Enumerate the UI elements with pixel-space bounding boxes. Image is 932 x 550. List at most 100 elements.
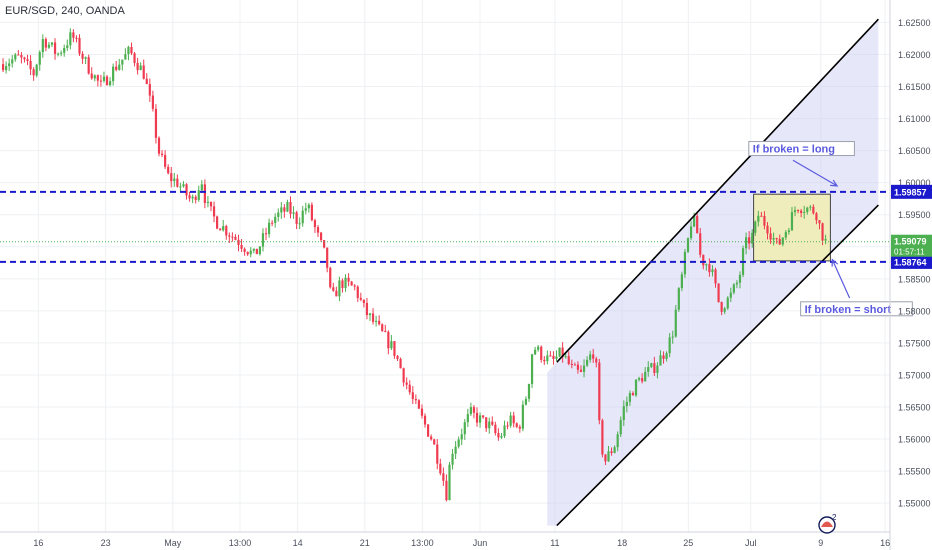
candle-body: [604, 454, 607, 462]
candle-body: [793, 210, 797, 213]
candle-body: [8, 63, 11, 67]
candle-body: [225, 226, 228, 236]
candle-body: [133, 53, 136, 63]
candle-body: [527, 384, 531, 399]
candle-body: [537, 346, 540, 350]
grid: [0, 0, 890, 532]
drawings: [0, 18, 890, 527]
candle-body: [702, 254, 705, 266]
candle-body: [142, 65, 145, 79]
candle-body: [371, 313, 375, 322]
candle-body: [197, 190, 200, 200]
candle-body: [69, 32, 72, 46]
x-tick-label: 11: [550, 538, 559, 548]
candle-body: [607, 451, 610, 462]
candle-body: [384, 331, 387, 333]
candle-body: [350, 281, 353, 286]
candle-body: [289, 201, 292, 214]
candle-body: [524, 398, 528, 405]
candle-body: [714, 269, 717, 284]
candle-body: [267, 222, 271, 234]
candle-body: [521, 404, 524, 429]
level-tag-label: 1.59857: [894, 187, 927, 197]
candle-body: [662, 355, 665, 359]
candle-body: [182, 184, 185, 187]
channel-lower-line: [556, 204, 879, 527]
candle-body: [625, 401, 628, 407]
candle-body: [191, 196, 194, 199]
candle-body: [81, 53, 84, 59]
candle-body: [674, 309, 677, 337]
candle-body: [576, 364, 580, 370]
candle-body: [157, 137, 161, 154]
arrow-head-icon: [831, 258, 839, 267]
candle-body: [405, 382, 408, 385]
x-tick-label: 9: [818, 538, 823, 548]
y-tick-label: 1.57500: [898, 338, 931, 348]
candle-body: [356, 286, 359, 298]
candle-body: [778, 239, 781, 245]
candle-body: [323, 240, 326, 248]
candle-body: [436, 444, 439, 464]
candle-body: [748, 237, 751, 244]
candle-body: [668, 337, 671, 354]
candle-body: [307, 204, 310, 209]
candle-body: [689, 226, 693, 239]
candle-body: [38, 52, 41, 65]
y-tick-label: 1.58000: [898, 306, 931, 316]
candle-body: [631, 393, 635, 396]
annotations: If broken = long If broken = short: [748, 141, 913, 317]
candle-body: [29, 60, 32, 70]
arrow-line: [831, 259, 851, 299]
candle-body: [329, 267, 332, 288]
candle-body: [261, 233, 265, 247]
candle-body: [222, 226, 225, 231]
candle-body: [295, 212, 298, 224]
candle-body: [754, 221, 757, 233]
candle-body: [482, 415, 485, 418]
candle-body: [313, 220, 317, 228]
candle-body: [105, 76, 109, 86]
candle-body: [17, 54, 20, 56]
candle-body: [451, 453, 454, 465]
candle-body: [203, 184, 206, 203]
candle-body: [402, 368, 405, 383]
candle-body: [368, 313, 372, 316]
candle-body: [145, 78, 148, 85]
candle-body: [570, 363, 573, 365]
candle-body: [121, 59, 124, 65]
x-tick-label: 18: [617, 538, 627, 548]
candle-body: [665, 353, 668, 359]
candle-body: [546, 355, 549, 362]
candle-body: [790, 212, 794, 231]
y-tick-label: 1.62500: [898, 18, 931, 28]
candle-body: [212, 206, 216, 217]
candle-body: [445, 480, 448, 501]
candle-body: [417, 400, 421, 409]
candle-body: [650, 363, 653, 368]
candle-body: [209, 201, 213, 207]
logo-badge: 2: [832, 513, 837, 522]
candle-body: [170, 173, 173, 182]
level-tag-label: 1.58764: [894, 257, 927, 267]
candle-body: [491, 421, 494, 425]
candle-body: [641, 378, 644, 382]
candle-body: [769, 233, 772, 240]
candle-body: [561, 347, 564, 357]
candle-body: [362, 299, 365, 303]
candle-body: [176, 178, 179, 187]
candle-body: [439, 463, 442, 474]
candle-body: [579, 369, 583, 372]
y-tick-label: 1.59500: [898, 210, 931, 220]
candle-body: [231, 236, 234, 238]
candle-body: [154, 108, 158, 138]
candle-body: [200, 184, 203, 191]
candle-body: [775, 238, 778, 240]
candle-body: [589, 354, 592, 360]
candle-body: [671, 336, 674, 338]
candle-body: [744, 237, 748, 249]
candle-body: [179, 186, 182, 188]
candle-body: [341, 280, 344, 289]
candle-body: [488, 421, 491, 429]
